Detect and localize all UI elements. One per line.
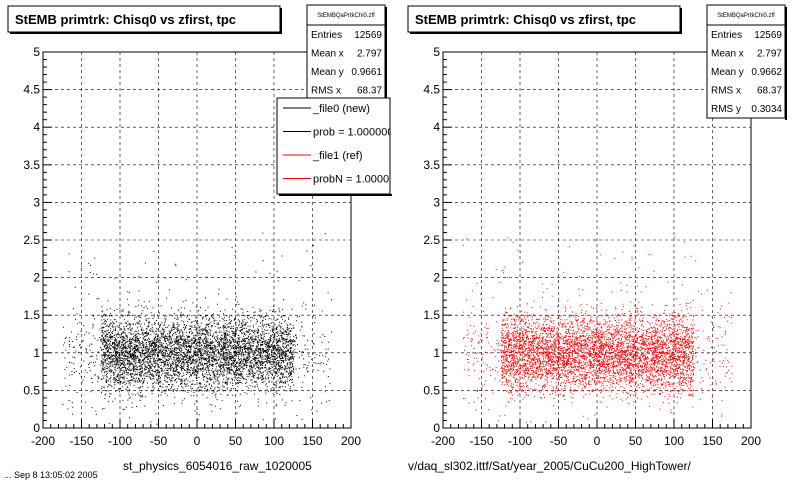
y-tick-label: 4 xyxy=(433,120,440,134)
stats-value: 2.797 xyxy=(357,49,382,60)
x-tick-label: 0 xyxy=(594,434,601,448)
y-tick-label: 3 xyxy=(33,195,40,209)
x-tick-label: -200 xyxy=(431,434,455,448)
plot-title: StEMB primtrk: Chisq0 vs zfirst, tpc xyxy=(415,12,636,27)
stats-label: Mean y xyxy=(711,67,744,78)
x-tick-label: 150 xyxy=(302,434,322,448)
stats-rows: Entries 12569 Mean x 2.797 Mean y 0.9662 RMS x… xyxy=(711,30,782,115)
stats-label: Mean x xyxy=(311,49,344,60)
y-tick-label: 0 xyxy=(433,421,440,435)
stats-rows: Entries 12569 Mean x 2.797 Mean y 0.9661 RMS x… xyxy=(311,30,382,97)
y-tick-label: 4 xyxy=(33,120,40,134)
stats-value: 68.37 xyxy=(357,86,382,97)
legend-label: probN = 1.000000 xyxy=(313,174,401,186)
scatter-point-cloud xyxy=(462,236,733,423)
footer-clipped-text: ... Sep 8 13:05:02 2005 xyxy=(4,470,98,480)
y-tick-labels: 0 0.5 1 1.5 2 2.5 3 3.5 4 4.5 5 xyxy=(423,45,440,435)
stats-name: StEMBQaPrtkChi0.zff xyxy=(717,13,775,19)
y-tick-label: 2.5 xyxy=(423,233,440,247)
legend-entries: _file0 (new) prob = 1.000000 _file1 (ref) p… xyxy=(283,103,401,186)
y-tick-label: 3.5 xyxy=(423,158,440,172)
x-tick-label: 150 xyxy=(702,434,722,448)
x-tick-label: 200 xyxy=(341,434,361,448)
x-tick-label: -50 xyxy=(550,434,568,448)
x-tick-label: -100 xyxy=(508,434,532,448)
stats-value: 2.797 xyxy=(757,49,782,60)
axis-ticks xyxy=(42,51,352,429)
stats-label: Mean y xyxy=(311,67,344,78)
stats-label: RMS y xyxy=(711,104,741,115)
axis-ticks xyxy=(442,51,752,429)
legend-label: _file1 (ref) xyxy=(312,150,363,162)
y-tick-labels: 0 0.5 1 1.5 2 2.5 3 3.5 4 4.5 5 xyxy=(23,45,40,435)
title-box xyxy=(407,5,681,33)
stats-label: Mean x xyxy=(711,49,744,60)
stats-value: 68.37 xyxy=(757,86,782,97)
stats-value: 0.9662 xyxy=(751,67,782,78)
y-tick-label: 5 xyxy=(33,45,40,59)
x-tick-labels: -200 -150 -100 -50 0 50 100 150 200 xyxy=(31,434,361,448)
y-tick-label: 3 xyxy=(433,195,440,209)
x-tick-label: -100 xyxy=(108,434,132,448)
stats-value: 12569 xyxy=(754,30,782,41)
x-tick-label: 200 xyxy=(741,434,761,448)
y-tick-label: 4.5 xyxy=(423,83,440,97)
stats-label: Entries xyxy=(711,30,742,41)
scatter-points xyxy=(462,236,733,423)
x-tick-label: 50 xyxy=(629,434,643,448)
legend-label: _file0 (new) xyxy=(312,103,370,115)
y-tick-label: 4.5 xyxy=(23,83,40,97)
x-tick-label: 0 xyxy=(194,434,201,448)
y-tick-label: 2.5 xyxy=(23,233,40,247)
x-tick-label: -200 xyxy=(31,434,55,448)
y-tick-label: 1 xyxy=(433,346,440,360)
stats-value: 12569 xyxy=(354,30,382,41)
stats-box xyxy=(706,4,786,119)
y-tick-label: 1.5 xyxy=(423,308,440,322)
stats-value: 0.3034 xyxy=(751,104,782,115)
y-tick-label: 2 xyxy=(33,271,40,285)
x-axis-label: v/daq_sl302.ittf/Sat/year_2005/CuCu200_H… xyxy=(408,459,692,473)
x-tick-label: -150 xyxy=(69,434,93,448)
x-axis-label: st_physics_6054016_raw_1020005 xyxy=(123,459,312,473)
y-tick-label: 3.5 xyxy=(23,158,40,172)
stats-label: RMS x xyxy=(311,86,341,97)
x-tick-label: 100 xyxy=(664,434,684,448)
stats-value: 0.9661 xyxy=(351,67,382,78)
legend-label: prob = 1.000000 xyxy=(313,127,393,139)
plot-title: StEMB primtrk: Chisq0 vs zfirst, tpc xyxy=(15,12,236,27)
stats-box xyxy=(306,4,386,104)
y-tick-label: 2 xyxy=(433,271,440,285)
stats-label: Entries xyxy=(311,30,342,41)
y-tick-label: 1.5 xyxy=(23,308,40,322)
y-tick-label: 0.5 xyxy=(423,383,440,397)
plot-panel-left: -200 -150 -100 -50 0 50 100 150 200 0 0.5 1 1.5 2 2.5… xyxy=(7,4,401,473)
y-tick-label: 1 xyxy=(33,346,40,360)
y-tick-label: 0 xyxy=(33,421,40,435)
x-tick-label: -150 xyxy=(469,434,493,448)
stats-name: StEMBQaPrtkChi0.zff xyxy=(317,13,375,19)
stats-label: RMS x xyxy=(711,86,741,97)
plot-panel-right: -200 -150 -100 -50 0 50 100 150 200 0 0.5 1 1.5 2 2.5… xyxy=(407,4,787,473)
x-tick-label: 100 xyxy=(264,434,284,448)
x-tick-labels: -200 -150 -100 -50 0 50 100 150 200 xyxy=(431,434,761,448)
y-tick-label: 5 xyxy=(433,45,440,59)
y-tick-label: 0.5 xyxy=(23,383,40,397)
x-tick-label: 50 xyxy=(229,434,243,448)
x-tick-label: -50 xyxy=(150,434,168,448)
